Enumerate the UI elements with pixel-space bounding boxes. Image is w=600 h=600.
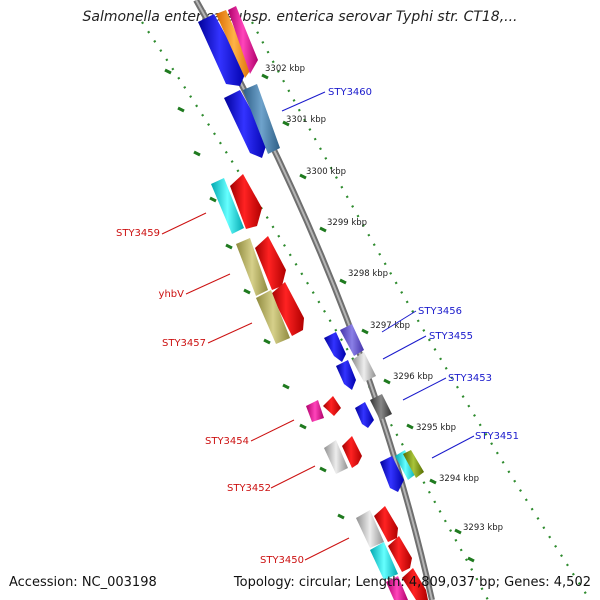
tick-label-3300: 3300 kbp bbox=[306, 167, 346, 177]
backbone bbox=[193, 0, 435, 600]
gene-feature[interactable] bbox=[216, 10, 252, 78]
tick-label-3298: 3298 kbp bbox=[348, 269, 388, 279]
gene-label-sty3459[interactable]: STY3459 bbox=[116, 228, 160, 239]
gene-feature[interactable] bbox=[323, 396, 341, 416]
gene-feature[interactable] bbox=[356, 510, 384, 548]
gene-feature[interactable] bbox=[388, 536, 412, 572]
gene-feature[interactable] bbox=[256, 290, 290, 344]
gene-feature[interactable] bbox=[374, 506, 398, 542]
gene-label-yhbv[interactable]: yhbV bbox=[159, 289, 185, 300]
tick-label-3299: 3299 kbp bbox=[327, 218, 367, 228]
map-title: Salmonella enterica subsp. enterica sero… bbox=[82, 9, 518, 25]
gene-feature[interactable] bbox=[402, 568, 428, 600]
gene-feature[interactable] bbox=[324, 440, 348, 474]
gene-feature[interactable] bbox=[370, 542, 398, 580]
gene-feature[interactable] bbox=[336, 360, 356, 390]
gene-feature[interactable] bbox=[342, 436, 362, 468]
gene-label-sty3453[interactable]: STY3453 bbox=[448, 373, 492, 384]
gene-feature[interactable] bbox=[340, 324, 364, 356]
inner-guide-line bbox=[251, 21, 591, 600]
tick-label-3296: 3296 kbp bbox=[393, 372, 433, 382]
tick-label-3297: 3297 kbp bbox=[370, 321, 410, 331]
gene-label-sty3456[interactable]: STY3456 bbox=[418, 306, 462, 317]
gene-feature[interactable] bbox=[230, 174, 262, 229]
gene-feature[interactable] bbox=[271, 282, 304, 336]
tick-label-3293: 3293 kbp bbox=[463, 523, 503, 533]
gene-feature[interactable] bbox=[228, 6, 258, 74]
gene-feature[interactable] bbox=[386, 576, 408, 600]
tick-label-3294: 3294 kbp bbox=[439, 474, 479, 484]
tick-label-3295: 3295 kbp bbox=[416, 423, 456, 433]
gene-feature[interactable] bbox=[211, 178, 244, 234]
gene-feature[interactable] bbox=[243, 84, 280, 154]
gene-feature[interactable] bbox=[198, 14, 246, 86]
tick-label-3302: 3302 kbp bbox=[265, 64, 305, 74]
outer-guide-line bbox=[141, 21, 489, 600]
gene-feature[interactable] bbox=[355, 402, 374, 428]
features-reverse-strand bbox=[211, 178, 408, 600]
gene-feature[interactable] bbox=[324, 332, 346, 362]
gene-label-sty3455[interactable]: STY3455 bbox=[429, 331, 473, 342]
gene-feature[interactable] bbox=[380, 456, 404, 492]
gene-feature[interactable] bbox=[306, 400, 324, 422]
callout-lines bbox=[161, 91, 475, 561]
tick-label-3301: 3301 kbp bbox=[286, 115, 326, 125]
features-forward-strand bbox=[198, 6, 428, 600]
genome-summary-text: Topology: circular; Length: 4,809,037 bp… bbox=[233, 575, 591, 590]
gene-feature[interactable] bbox=[255, 236, 286, 290]
gene-feature[interactable] bbox=[236, 238, 268, 296]
gene-label-sty3451[interactable]: STY3451 bbox=[475, 431, 519, 442]
guide-dashes bbox=[164, 68, 475, 563]
gene-label-sty3450[interactable]: STY3450 bbox=[260, 555, 304, 566]
gene-label-sty3457[interactable]: STY3457 bbox=[162, 338, 206, 349]
gene-feature[interactable] bbox=[352, 352, 376, 382]
backbone-highlight bbox=[195, 0, 433, 600]
gene-feature[interactable] bbox=[395, 450, 416, 480]
gene-feature[interactable] bbox=[370, 394, 392, 420]
gene-label-sty3460[interactable]: STY3460 bbox=[328, 87, 372, 98]
features-right-cluster bbox=[324, 324, 424, 492]
gene-label-sty3454[interactable]: STY3454 bbox=[205, 436, 249, 447]
gene-label-sty3452[interactable]: STY3452 bbox=[227, 483, 271, 494]
gene-feature[interactable] bbox=[224, 90, 268, 158]
accession-text: Accession: NC_003198 bbox=[9, 575, 157, 590]
gene-feature[interactable] bbox=[403, 450, 424, 478]
